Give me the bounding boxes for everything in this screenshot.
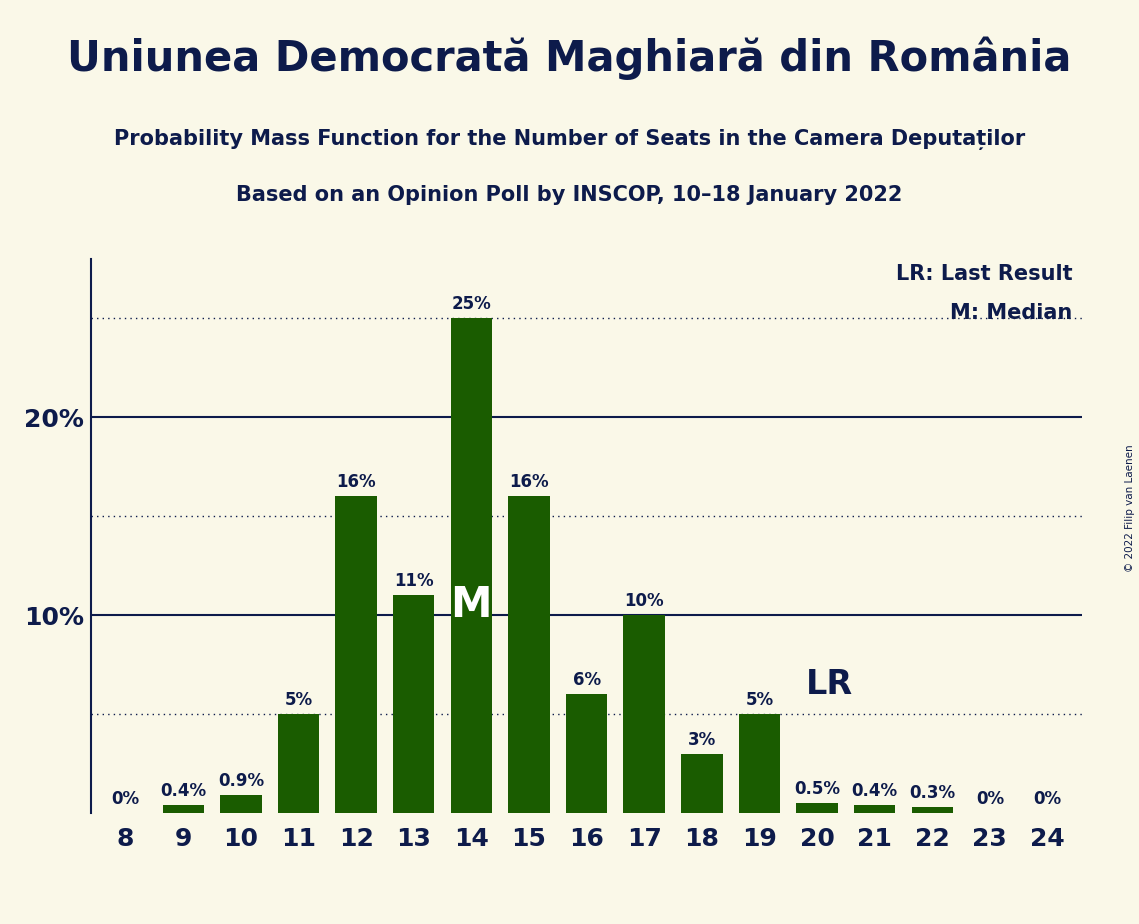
Bar bbox=[796, 803, 838, 813]
Text: 0.9%: 0.9% bbox=[218, 772, 264, 790]
Bar bbox=[163, 805, 204, 813]
Text: M: Median: M: Median bbox=[950, 303, 1072, 323]
Bar bbox=[220, 796, 262, 813]
Text: © 2022 Filip van Laenen: © 2022 Filip van Laenen bbox=[1125, 444, 1134, 572]
Bar bbox=[911, 808, 953, 813]
Text: 0%: 0% bbox=[976, 790, 1003, 808]
Text: 16%: 16% bbox=[336, 473, 376, 492]
Bar bbox=[681, 754, 722, 813]
Bar bbox=[623, 615, 665, 813]
Bar bbox=[278, 714, 319, 813]
Text: LR: Last Result: LR: Last Result bbox=[895, 264, 1072, 285]
Bar bbox=[739, 714, 780, 813]
Bar bbox=[335, 496, 377, 813]
Text: Probability Mass Function for the Number of Seats in the Camera Deputaților: Probability Mass Function for the Number… bbox=[114, 129, 1025, 151]
Text: Based on an Opinion Poll by INSCOP, 10–18 January 2022: Based on an Opinion Poll by INSCOP, 10–1… bbox=[236, 185, 903, 205]
Bar bbox=[451, 318, 492, 813]
Text: 5%: 5% bbox=[745, 691, 773, 710]
Text: 0.4%: 0.4% bbox=[161, 783, 206, 800]
Text: 25%: 25% bbox=[451, 295, 491, 313]
Bar bbox=[854, 805, 895, 813]
Text: 11%: 11% bbox=[394, 572, 434, 590]
Bar bbox=[508, 496, 550, 813]
Text: 0%: 0% bbox=[112, 790, 140, 808]
Bar bbox=[393, 595, 434, 813]
Text: 5%: 5% bbox=[285, 691, 312, 710]
Text: M: M bbox=[451, 584, 492, 626]
Text: 0.5%: 0.5% bbox=[794, 780, 841, 798]
Text: LR: LR bbox=[805, 668, 853, 701]
Text: 16%: 16% bbox=[509, 473, 549, 492]
Text: 6%: 6% bbox=[573, 672, 600, 689]
Text: Uniunea Democrată Maghiară din România: Uniunea Democrată Maghiară din România bbox=[67, 37, 1072, 80]
Text: 3%: 3% bbox=[688, 731, 716, 748]
Bar bbox=[566, 694, 607, 813]
Text: 0.4%: 0.4% bbox=[852, 783, 898, 800]
Text: 0%: 0% bbox=[1033, 790, 1062, 808]
Text: 10%: 10% bbox=[624, 592, 664, 610]
Text: 0.3%: 0.3% bbox=[909, 784, 956, 802]
